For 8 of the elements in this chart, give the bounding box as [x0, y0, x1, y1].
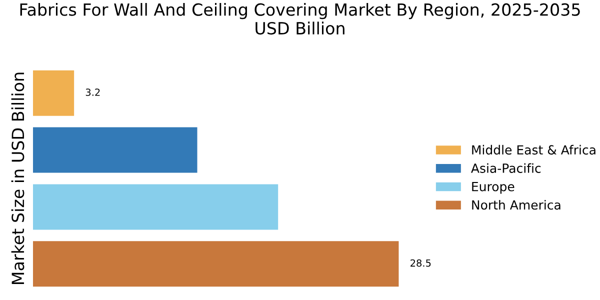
- y-axis-title: Market Size in USD Billion: [11, 72, 24, 284]
- legend-label: North America: [472, 200, 560, 210]
- legend-label: Asia-Pacific: [471, 163, 541, 173]
- data-label: 3.2: [86, 88, 100, 96]
- data-label: 28.5: [410, 259, 431, 267]
- chart-title: Fabrics For Wall And Ceiling Covering Market By Region, 2025-2035 USD Billion: [20, 3, 580, 35]
- legend-label: Europe: [472, 182, 514, 194]
- legend-label: Middle East & Africa: [472, 144, 596, 155]
